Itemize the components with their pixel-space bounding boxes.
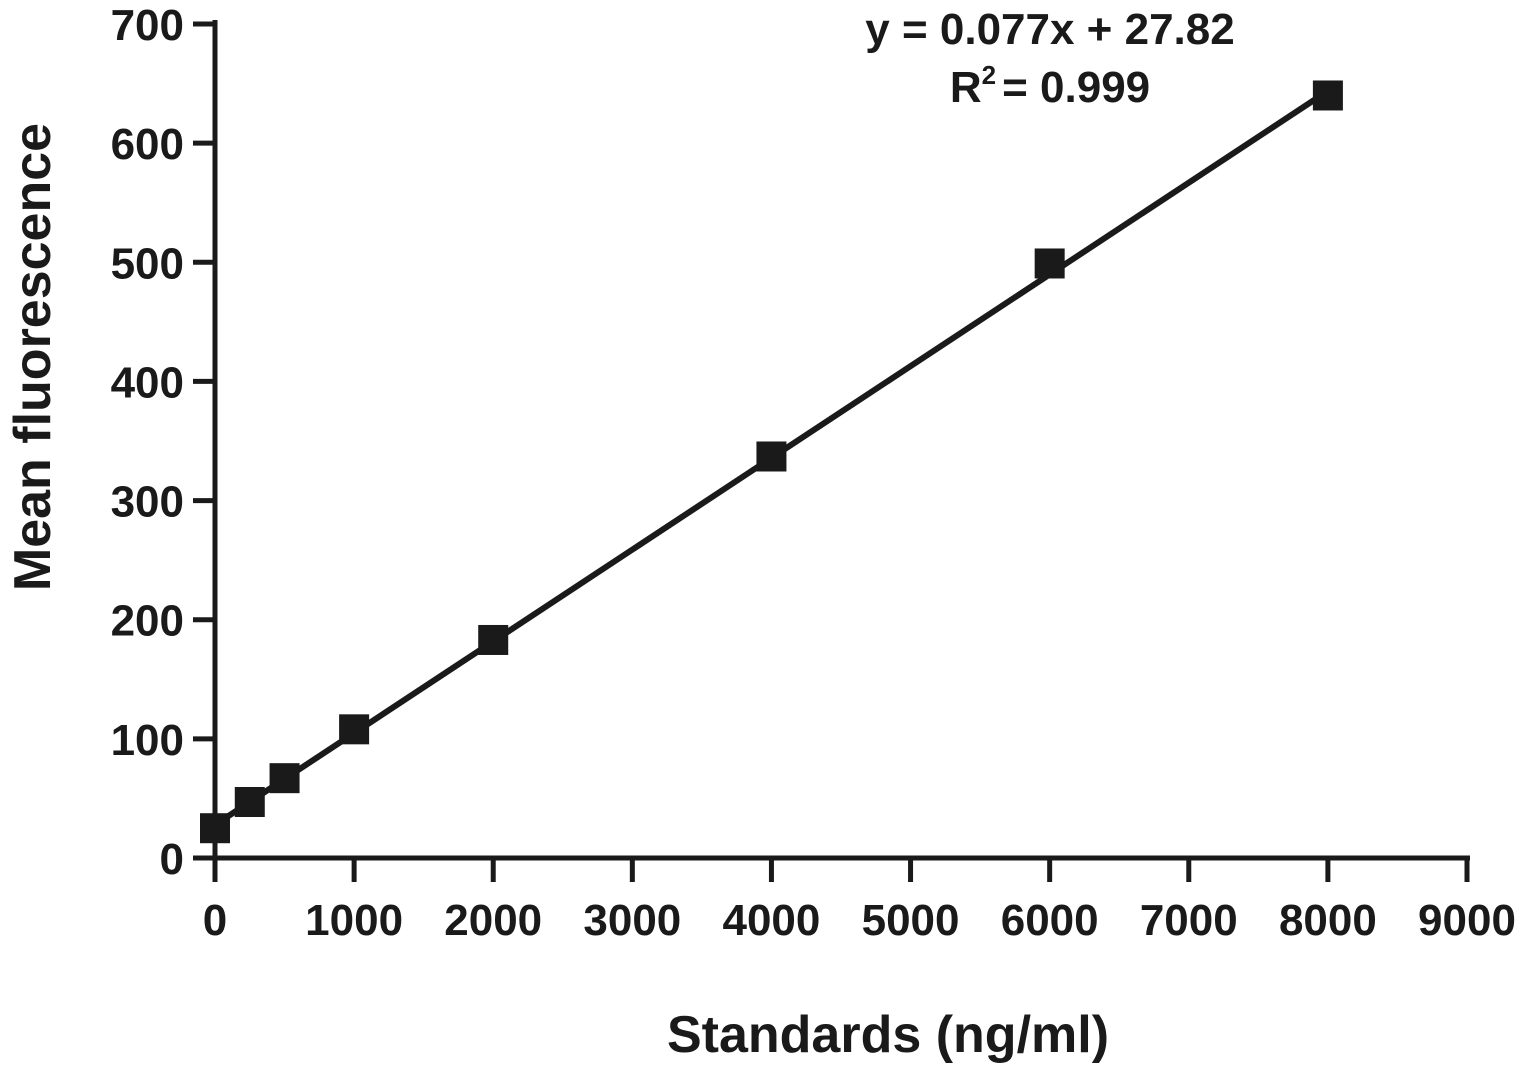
data-point-marker	[756, 441, 787, 472]
data-point-marker	[234, 787, 265, 818]
data-markers	[200, 80, 1343, 844]
data-point-marker	[200, 813, 230, 844]
x-tick-label: 1000	[305, 896, 403, 945]
data-point-marker	[269, 763, 300, 794]
x-tick-label: 6000	[1001, 896, 1099, 945]
fit-equation: y = 0.077x + 27.82	[865, 5, 1234, 54]
data-point-marker	[478, 624, 509, 655]
x-tick-label: 8000	[1279, 896, 1377, 945]
data-point-marker	[1034, 248, 1065, 279]
data-point-marker	[339, 714, 370, 745]
y-tick-label: 200	[111, 597, 184, 646]
x-tick-label: 0	[203, 896, 227, 945]
y-ticks: 0 100 200 300 400 500 600 700	[111, 1, 215, 884]
y-tick-label: 300	[111, 478, 184, 527]
x-ticks: 0 1000 2000 3000 4000 5000 6000 7000 8000 9000	[203, 858, 1516, 945]
axes	[212, 20, 1470, 861]
y-tick-label: 400	[111, 358, 184, 407]
x-tick-label: 3000	[583, 896, 681, 945]
y-tick-label: 0	[160, 835, 184, 884]
r-squared-prefix: R	[950, 63, 982, 112]
y-tick-label: 600	[111, 120, 184, 169]
r-squared-value: = 0.999	[1002, 63, 1150, 112]
r-squared-label: R2 = 0.999	[950, 60, 1150, 112]
y-axis-title: Mean fluorescence	[4, 123, 62, 591]
x-axis-title: Standards (ng/ml)	[667, 1006, 1109, 1064]
y-tick-label: 700	[111, 1, 184, 50]
y-tick-label: 500	[111, 239, 184, 288]
data-point-marker	[1312, 80, 1343, 111]
x-tick-label: 5000	[862, 896, 960, 945]
y-tick-label: 100	[111, 716, 184, 765]
x-tick-label: 9000	[1418, 896, 1516, 945]
x-tick-label: 4000	[722, 896, 820, 945]
x-tick-label: 2000	[444, 896, 542, 945]
r-squared-sup: 2	[982, 60, 996, 90]
x-tick-label: 7000	[1140, 896, 1238, 945]
